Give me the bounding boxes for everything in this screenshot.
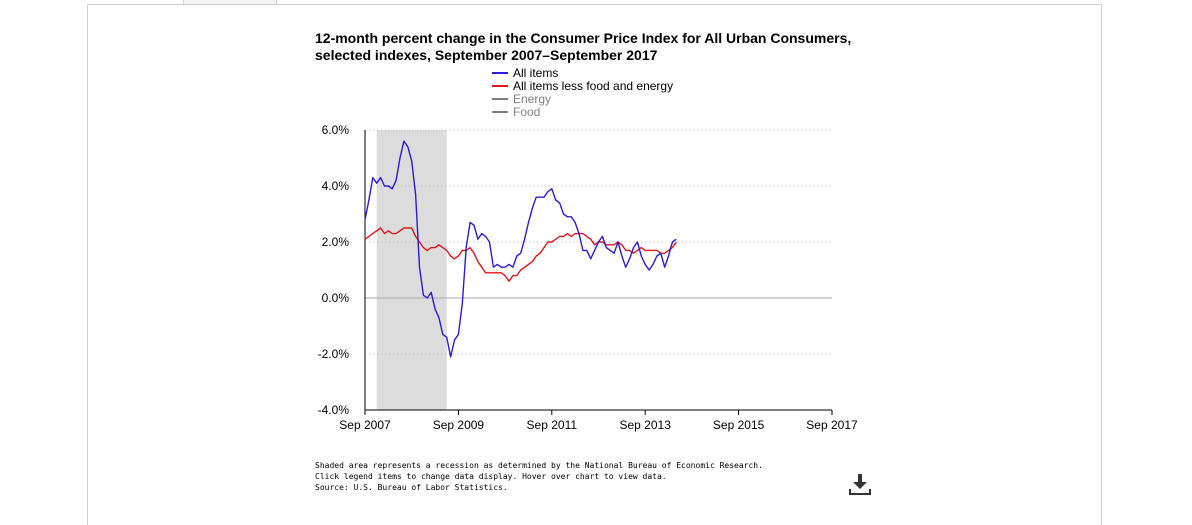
y-tick-label: 0.0% <box>322 291 350 305</box>
x-tick-label: Sep 2009 <box>433 418 485 432</box>
series-line-all-items[interactable] <box>364 140 677 358</box>
recession-shading <box>376 130 447 410</box>
chart-title-line-1: 12-month percent change in the Consumer … <box>315 30 852 46</box>
x-tick-label: Sep 2015 <box>713 418 765 432</box>
chart-title: 12-month percent change in the Consumer … <box>315 30 851 64</box>
download-icon[interactable] <box>849 472 871 496</box>
note-instructions: Click legend items to change data displa… <box>315 472 667 481</box>
tab-stub[interactable] <box>183 0 277 5</box>
line-chart[interactable]: 6.0% 4.0% 2.0% 0.0% -2.0% -4.0%Sep 2007 Sep 20… <box>0 0 1192 460</box>
y-tick-label: 6.0% <box>322 123 350 137</box>
legend-label-energy: Energy <box>513 91 552 106</box>
chart-notes: Shaded area represents a recession as de… <box>315 460 763 493</box>
y-tick-label: -4.0% <box>318 403 350 417</box>
series-line-core[interactable] <box>364 227 677 282</box>
legend-item-core[interactable]: All items less food and energy <box>492 78 674 93</box>
note-source: Source: U.S. Bureau of Labor Statistics. <box>315 483 508 492</box>
legend-swatch-all-items <box>492 71 508 74</box>
note-recession: Shaded area represents a recession as de… <box>315 461 763 470</box>
y-tick-label: -2.0% <box>318 347 350 361</box>
legend-swatch-food <box>492 110 508 113</box>
x-tick-label: Sep 2011 <box>527 418 578 432</box>
legend-item-energy[interactable]: Energy <box>492 91 673 106</box>
x-tick-label: Sep 2013 <box>620 418 672 432</box>
legend-label-food: Food <box>513 104 541 119</box>
x-tick-label: Sep 2017 <box>806 418 858 432</box>
y-tick-label: 4.0% <box>322 179 350 193</box>
chart-title-line-2: selected indexes, September 2007–Septemb… <box>315 47 658 63</box>
chart-legend: All items All items less food and energy… <box>492 65 674 119</box>
legend-swatch-core <box>492 84 508 87</box>
x-tick-label: Sep 2007 <box>339 418 391 432</box>
legend-item-all-items[interactable]: All items <box>492 65 673 80</box>
legend-label-all-items: All items <box>513 65 559 80</box>
y-tick-label: 2.0% <box>322 235 350 249</box>
legend-swatch-energy <box>492 97 508 100</box>
legend-label-core: All items less food and energy <box>513 78 674 93</box>
legend-item-food[interactable]: Food <box>492 104 673 119</box>
chart-panel <box>87 4 1102 525</box>
